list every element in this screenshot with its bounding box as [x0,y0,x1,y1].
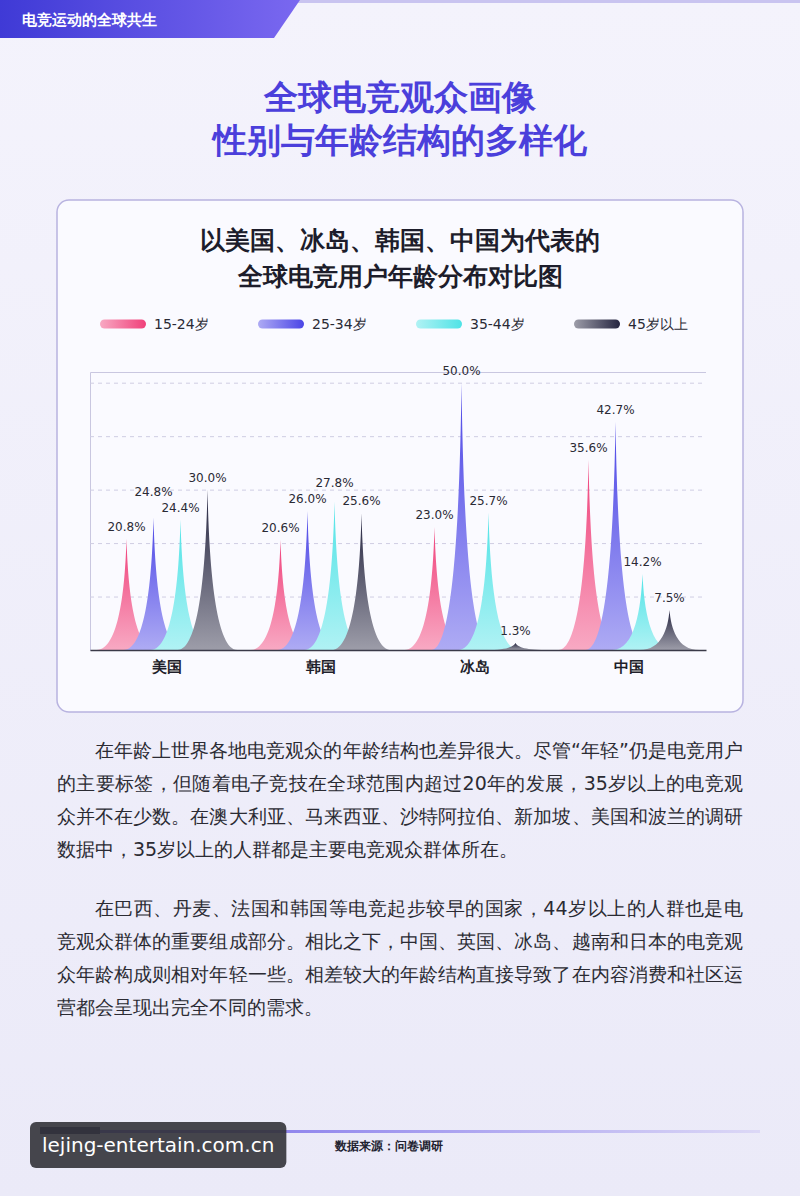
y-axis-line [91,373,707,651]
legend-label: 25-34岁 [312,316,367,332]
x-tick: 中国 [614,658,644,676]
legend: 15-24岁 25-34岁 35-44岁 45岁以上 [100,316,688,332]
grid-line [90,490,706,491]
x-tick: 冰岛 [460,658,490,676]
data-label: 24.4% [161,501,199,515]
x-tick-label: 韩国 [305,658,336,676]
data-label: 24.8% [134,485,172,499]
chart-title: 以美国、冰岛、韩国、中国为代表的 [200,226,600,255]
chart-panel [57,200,743,712]
data-labels: 20.8% 20.6% 23.0% 35.6% 24.8% 26.0% 50.0% 42.7%… [107,364,684,638]
grid-line [90,383,706,384]
data-label: 26.0% [288,492,326,506]
x-tick: 韩国 [305,658,336,676]
x-axis-line [91,650,707,651]
data-label: 27.8% [315,476,353,490]
x-tick: 美国 [151,658,182,676]
data-label: 7.5% [654,591,685,605]
x-tick-label: 冰岛 [460,658,490,676]
legend-label: 45岁以上 [628,316,688,332]
paragraphs: 在年龄上世界各地电竞观众的年龄结构也差异很大。尽管“年轻”仍是电竞用户的主要标签… [57,734,743,1050]
page: 电竞运动的全球共生全球电竞观众画像性别与年龄结构的多样化以美国、冰岛、韩国、中国… [0,0,800,1196]
data-label: 50.0% [442,364,480,378]
data-label: 25.7% [469,494,507,508]
series-bars [97,460,619,650]
data-label: 20.8% [107,520,145,534]
watermark-box [30,1122,286,1168]
series-bars [151,501,673,650]
legend-swatch [416,320,462,329]
data-label: 1.3% [500,624,531,638]
data-label: 25.6% [342,494,380,508]
header-tag-text: 电竞运动的全球共生 [22,11,157,29]
data-label: 42.7% [596,403,634,417]
x-axis: 美国 韩国 冰岛 中国 [91,651,707,676]
spike-bar [486,643,546,650]
page-title: 全球电竞观众画像 [263,77,537,117]
spike-bar [586,422,646,650]
y-tick [90,650,706,651]
x-tick-label: 中国 [614,658,644,676]
spike-bar [332,513,392,650]
grid-line [90,436,706,437]
data-label: 20.6% [261,521,299,535]
bars [97,383,700,650]
data-label: 23.0% [415,508,453,522]
legend-swatch [258,320,304,329]
y-tick [90,436,706,437]
chart-subtitle: 全球电竞用户年龄分布对比图 [237,262,563,291]
x-tick-label: 美国 [151,658,182,676]
data-label: 35.6% [569,441,607,455]
data-label: 14.2% [623,555,661,569]
page-title: 性别与年龄结构的多样化 [211,120,588,160]
legend-label: 35-44岁 [470,316,525,332]
grid-line [90,650,706,651]
legend-label: 15-24岁 [154,316,209,332]
legend-swatch [574,320,620,329]
spike-bar [640,610,700,650]
source-note: 数据来源：问卷调研 [334,1139,443,1153]
series-bars [178,490,700,650]
header-tag [0,0,300,38]
series-bars [124,383,646,650]
y-axis [90,373,706,651]
y-tick [90,490,706,491]
background [0,0,800,1196]
paragraph: 在巴西、丹麦、法国和韩国等电竞起步较早的国家，44岁以上的人群也是电竞观众群体的… [57,892,743,1024]
watermark: lejing-entertain.com.cn [42,1133,274,1157]
paragraph: 在年龄上世界各地电竞观众的年龄结构也差异很大。尽管“年轻”仍是电竞用户的主要标签… [57,734,743,866]
legend-swatch [100,320,146,329]
y-tick [90,383,706,384]
data-label: 30.0% [188,471,226,485]
